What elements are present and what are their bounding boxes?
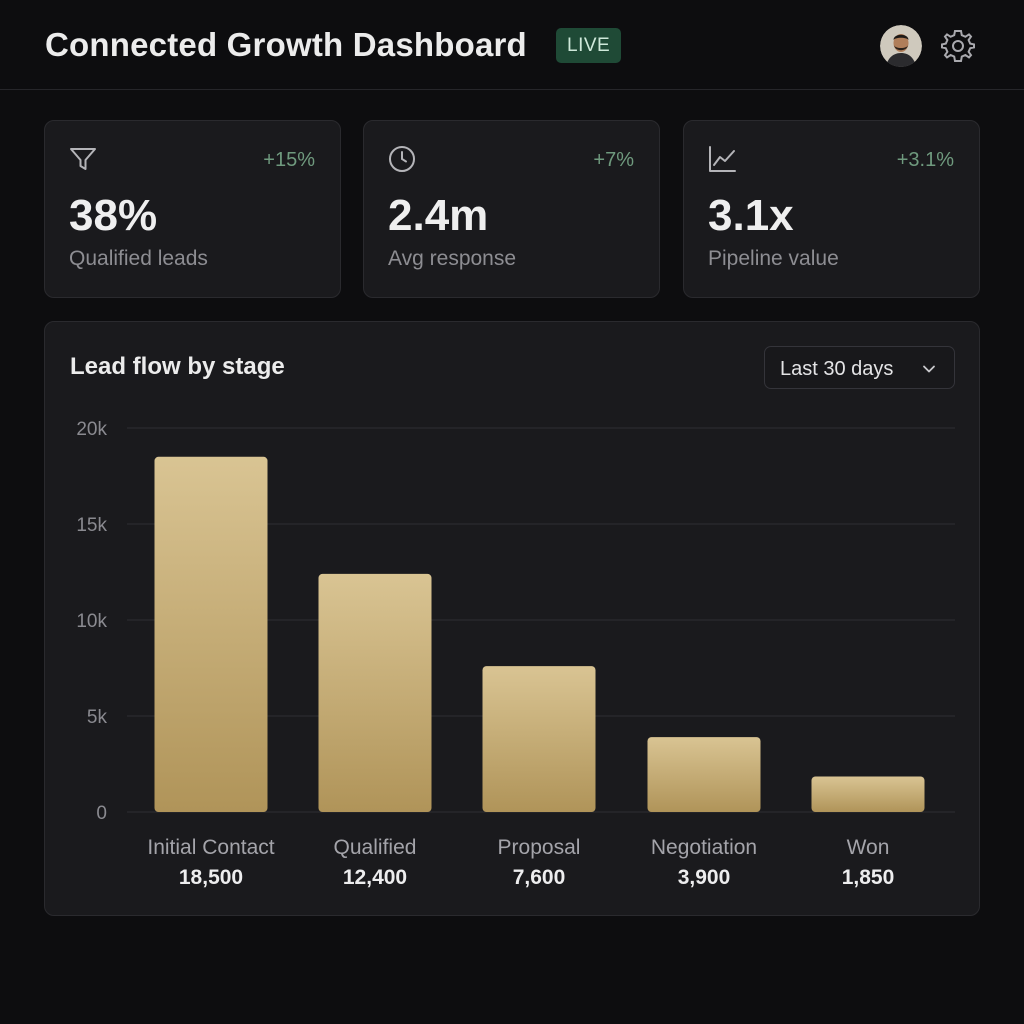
y-tick-label: 5k [87,707,108,728]
kpi-value: 3.1x [708,191,794,240]
x-category-label: Won [847,836,890,859]
bar-value-label: 3,900 [678,866,731,889]
kpi-card-avg-response[interactable]: +7% 2.4m Avg response [363,120,660,298]
bar-qualified[interactable] [318,573,432,812]
kpi-delta: +15% [263,149,315,171]
chevron-down-icon [922,362,936,376]
trend-line-icon [708,145,736,173]
bar-proposal[interactable] [482,666,596,812]
bar-value-label: 18,500 [179,866,243,889]
date-range-select[interactable]: Last 30 days [764,346,955,389]
live-status-badge: LIVE [556,28,622,63]
bar-value-label: 1,850 [842,866,895,889]
bar-negotiation[interactable] [647,737,761,812]
y-tick-label: 0 [96,803,107,824]
y-tick-label: 10k [76,611,107,632]
kpi-card-pipeline-value[interactable]: +3.1% 3.1x Pipeline value [683,120,980,298]
chart-title: Lead flow by stage [70,353,285,380]
x-category-label: Initial Contact [147,836,274,859]
kpi-label: Qualified leads [69,247,208,270]
bar-value-label: 12,400 [343,866,407,889]
header-bar: Connected Growth Dashboard LIVE [0,0,1024,90]
bar-initial-contact[interactable] [154,456,268,812]
kpi-value: 38% [69,191,158,240]
bar-won[interactable] [811,776,925,812]
kpi-delta: +3.1% [896,149,954,171]
chart-panel: Lead flow by stage Last 30 days 0 5k 10k 15… [44,321,980,916]
x-category-label: Proposal [498,836,581,859]
kpi-label: Pipeline value [708,247,839,270]
bar-chart: 0 5k 10k 15k 20k Initial Contact 18,500 Qualifi… [76,419,955,889]
kpi-delta: +7% [593,149,634,171]
x-category-label: Qualified [334,836,417,859]
clock-icon [388,145,416,173]
user-avatar[interactable] [880,25,922,67]
y-tick-label: 15k [76,515,107,536]
kpi-card-qualified-leads[interactable]: +15% 38% Qualified leads [44,120,341,298]
y-tick-label: 20k [76,419,107,440]
date-range-label: Last 30 days [780,358,894,380]
kpi-value: 2.4m [388,191,489,240]
kpi-label: Avg response [388,247,517,270]
x-category-label: Negotiation [651,836,757,859]
page-title: Connected Growth Dashboard [45,26,527,63]
bar-value-label: 7,600 [513,866,566,889]
filter-icon [69,145,97,173]
gear-icon[interactable] [941,29,975,63]
